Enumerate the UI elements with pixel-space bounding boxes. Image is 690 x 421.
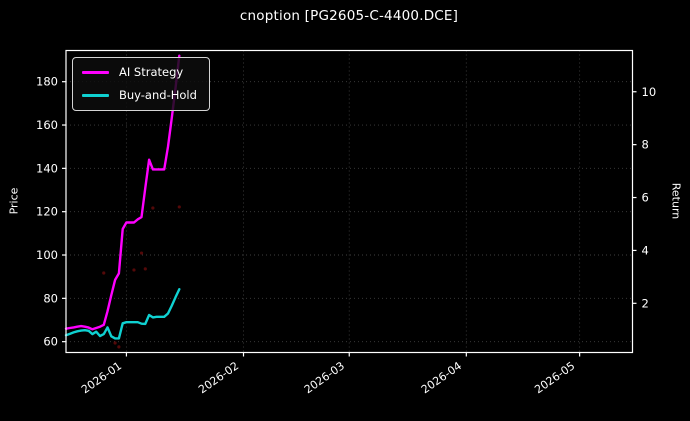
x-tick-label: 2026-02 [196,359,241,396]
x-tick-label: 2026-03 [302,359,347,396]
y-right-tick-label: 6 [642,191,649,205]
trade-marker-dot [102,271,106,275]
trade-marker-dot [139,251,144,255]
buy-and-hold-line [64,288,181,340]
y-left-tick-label: 120 [36,205,58,219]
legend-label-ai-strategy: AI Strategy [119,64,184,79]
y-right-tick-label: 4 [642,243,649,257]
plot-border [65,49,634,354]
y-right-tick-label: 2 [642,296,649,310]
trade-marker-dot [151,206,155,210]
trade-marker-dot [143,267,147,271]
y-left-tick-label: 60 [43,335,58,349]
legend-label-buy-and-hold: Buy-and-Hold [119,87,197,102]
x-tick-label: 2026-04 [419,359,464,396]
y-left-tick-label: 100 [36,248,58,262]
y-right-tick-label: 10 [642,85,657,99]
buy-and-hold-line-swatch-icon [82,94,109,97]
ai-strategy-line-swatch-icon [82,71,109,74]
legend-entry-ai-strategy: AI Strategy [82,65,197,80]
y-left-tick-label: 80 [43,291,58,305]
trade-marker-dot [132,268,136,272]
y-left-tick-label: 180 [36,75,58,89]
trade-marker-dot [113,341,117,345]
trade-marker-dot [177,205,181,209]
y-right-tick-label: 8 [642,138,649,152]
ai-strategy-line [64,54,181,331]
chart-title: cnoption [PG2605-C-4400.DCE] [239,8,459,24]
y-left-tick-label: 140 [36,161,58,175]
legend: AI Strategy Buy-and-Hold [72,57,210,111]
x-tick-label: 2026-05 [532,359,577,396]
trade-marker-dot [117,345,121,349]
y-left-tick-label: 160 [36,118,58,132]
x-tick-label: 2026-01 [79,359,124,396]
legend-entry-buy-and-hold: Buy-and-Hold [82,88,197,103]
